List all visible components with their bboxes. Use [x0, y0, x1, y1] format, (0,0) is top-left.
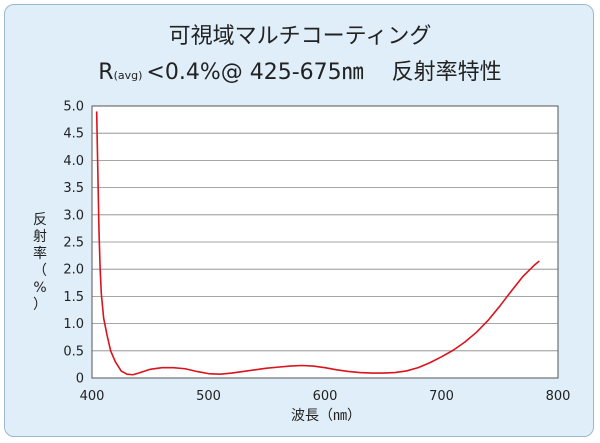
x-tick-label: 400 — [80, 389, 105, 404]
property-text: 反射率特性 — [391, 60, 502, 85]
y-tick-label: 3.0 — [63, 208, 84, 223]
y-tick-label: 0.5 — [63, 344, 84, 359]
series-layer — [95, 111, 540, 376]
y-tick-label: 2.0 — [63, 263, 84, 278]
y-tick-labels: 0 0.5 1.0 1.5 2.0 2.5 3.0 3.5 4.0 4.5 5.0 — [63, 100, 84, 387]
x-axis-label: 波長（㎚） — [291, 408, 361, 424]
chart-subtitle: R(avg) <0.4%@ 425-675㎚ 反射率特性 — [0, 54, 600, 86]
x-tick-labels: 400 500 600 700 800 — [80, 389, 571, 404]
y-tick-label: 2.5 — [63, 236, 84, 251]
y-tick-label: 1.5 — [63, 290, 84, 305]
chart-title: 可視域マルチコーティング — [168, 24, 432, 49]
plot-border — [91, 105, 559, 379]
y-tick-label: 5.0 — [63, 100, 84, 115]
x-tick-label: 800 — [546, 389, 571, 404]
y-tick-label: 3.5 — [63, 181, 84, 196]
reflectance-subscript: (avg) — [113, 69, 143, 82]
reflectance-symbol: R — [98, 60, 114, 85]
y-tick-label: 0 — [76, 372, 84, 387]
x-tick-label: 700 — [429, 389, 454, 404]
reflectance-curve — [95, 111, 540, 376]
x-tick-label: 600 — [313, 389, 338, 404]
y-tick-label: 4.0 — [63, 154, 84, 169]
y-tick-label: 4.5 — [63, 127, 84, 142]
y-tick-label: 1.0 — [63, 317, 84, 332]
x-tick-label: 500 — [196, 389, 221, 404]
y-axis-label: 反射率（%） — [33, 212, 47, 313]
spec-text: <0.4%@ 425-675㎚ — [146, 60, 364, 85]
